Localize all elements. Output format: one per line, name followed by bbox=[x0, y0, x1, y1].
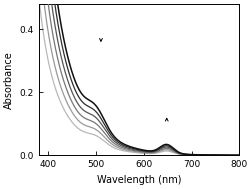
X-axis label: Wavelength (nm): Wavelength (nm) bbox=[97, 175, 181, 185]
Y-axis label: Absorbance: Absorbance bbox=[4, 51, 14, 109]
